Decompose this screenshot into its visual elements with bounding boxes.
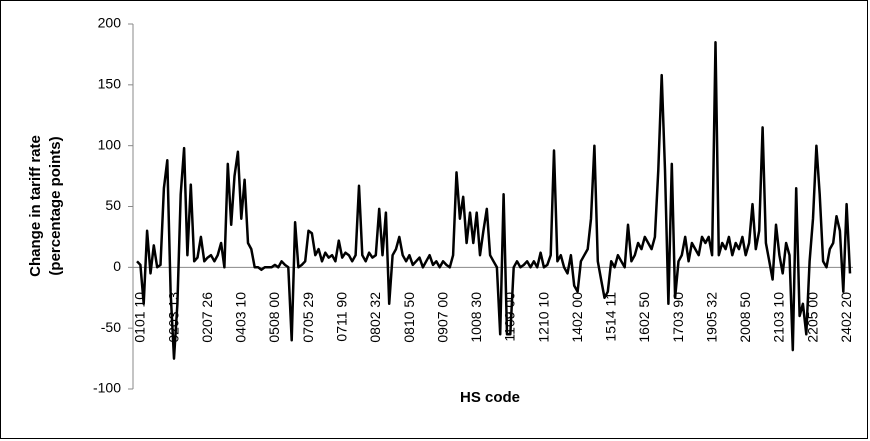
y-tick-label: 0: [113, 258, 121, 274]
x-tick-label: 0907 00: [434, 292, 450, 343]
x-tick-label: 0802 32: [367, 292, 383, 343]
y-tick-label: 200: [98, 15, 122, 31]
x-tick-label: 1602 50: [636, 292, 652, 343]
x-tick-label: 1402 00: [569, 292, 585, 343]
y-tick-label: -100: [93, 380, 121, 396]
x-tick-label: 2402 20: [838, 292, 854, 343]
x-tick-label: 2103 10: [771, 292, 787, 343]
x-tick-label: 1905 32: [703, 292, 719, 343]
x-tick-label: 1008 30: [468, 292, 484, 343]
x-tick-label: 0207 26: [199, 292, 215, 343]
x-tick-label: 0711 90: [333, 292, 349, 342]
y-tick-label: -50: [101, 319, 121, 335]
x-tick-label: 0810 50: [401, 292, 417, 343]
x-tick-label: 1703 90: [670, 292, 686, 343]
y-tick-label: 50: [105, 197, 121, 213]
x-tick-label: 1210 10: [535, 292, 551, 343]
x-tick-label: 0403 10: [233, 292, 249, 343]
data-line: [136, 41, 852, 360]
x-tick-label: 2008 50: [737, 292, 753, 343]
y-tick-label: 100: [98, 136, 122, 152]
y-tick-label: 150: [98, 76, 122, 92]
x-tick-label: 0508 00: [266, 292, 282, 343]
x-axis-title: HS code: [460, 389, 520, 406]
x-tick-label: 0705 29: [300, 292, 316, 343]
y-axis-title: (percentage points): [47, 136, 64, 275]
x-tick-label: 0101 10: [132, 292, 148, 343]
x-tick-label: 1514 11: [603, 292, 619, 342]
y-axis-title: Change in tariff rate: [27, 135, 44, 277]
